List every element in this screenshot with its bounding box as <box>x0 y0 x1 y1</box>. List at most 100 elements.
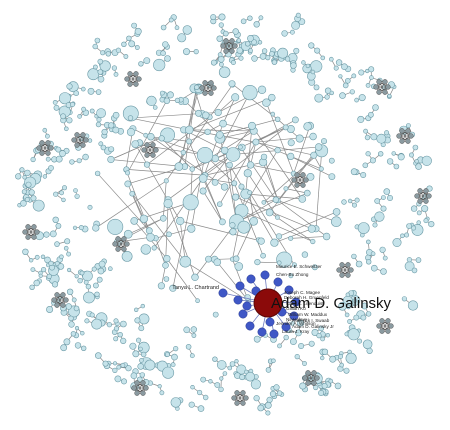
coauthor-node[interactable] <box>242 301 252 311</box>
author-node[interactable] <box>297 319 304 327</box>
author-node[interactable] <box>223 30 229 37</box>
author-node[interactable] <box>214 382 221 388</box>
author-node[interactable] <box>291 116 299 124</box>
author-node[interactable] <box>378 151 384 157</box>
author-node[interactable] <box>288 273 294 279</box>
author-node[interactable] <box>113 326 120 332</box>
author-node[interactable] <box>324 94 330 100</box>
author-node[interactable] <box>275 215 280 220</box>
author-node[interactable] <box>342 82 349 89</box>
author-node[interactable] <box>97 69 104 75</box>
author-node[interactable] <box>98 141 104 147</box>
author-node[interactable] <box>260 153 268 161</box>
author-node[interactable] <box>159 90 165 96</box>
author-node[interactable] <box>253 335 261 343</box>
author-node[interactable] <box>428 221 435 228</box>
author-node[interactable] <box>77 114 82 119</box>
author-node[interactable] <box>107 155 115 164</box>
author-node[interactable] <box>108 146 115 153</box>
author-node[interactable] <box>199 187 207 195</box>
author-node[interactable] <box>130 217 138 225</box>
author-node[interactable] <box>265 367 272 373</box>
author-node[interactable] <box>372 104 379 111</box>
dense-cluster[interactable] <box>302 370 320 386</box>
author-node[interactable] <box>341 199 347 205</box>
author-node[interactable] <box>417 188 423 194</box>
author-node[interactable] <box>366 347 373 355</box>
author-node[interactable] <box>328 56 334 62</box>
author-node[interactable] <box>28 258 34 263</box>
author-node[interactable] <box>237 144 243 150</box>
author-node[interactable] <box>107 218 124 235</box>
author-node[interactable] <box>374 198 381 204</box>
author-node[interactable] <box>260 252 266 259</box>
author-node[interactable] <box>200 376 207 383</box>
author-node[interactable] <box>294 182 300 188</box>
author-node[interactable] <box>40 254 46 259</box>
author-node[interactable] <box>220 43 226 49</box>
author-node[interactable] <box>208 80 214 86</box>
author-node[interactable] <box>358 94 366 102</box>
author-node[interactable] <box>19 167 25 173</box>
author-node[interactable] <box>134 27 142 35</box>
author-node[interactable] <box>171 353 178 361</box>
coauthor-node[interactable] <box>218 288 228 298</box>
author-node[interactable] <box>80 345 87 351</box>
author-node[interactable] <box>91 318 103 330</box>
author-node[interactable] <box>220 183 229 191</box>
author-node[interactable] <box>174 97 180 103</box>
author-node[interactable] <box>233 255 240 262</box>
author-node[interactable] <box>111 65 117 71</box>
author-node[interactable] <box>258 15 264 21</box>
author-node[interactable] <box>60 302 66 308</box>
author-node[interactable] <box>125 170 131 176</box>
author-node[interactable] <box>137 363 144 370</box>
author-node[interactable] <box>283 186 289 191</box>
author-node[interactable] <box>54 241 60 247</box>
author-node[interactable] <box>188 401 195 408</box>
author-node[interactable] <box>341 63 348 70</box>
author-node[interactable] <box>49 230 57 238</box>
author-node[interactable] <box>236 364 247 375</box>
author-node[interactable] <box>237 220 251 234</box>
author-node[interactable] <box>59 150 66 157</box>
dense-cluster[interactable] <box>36 140 54 156</box>
author-node[interactable] <box>106 322 112 328</box>
author-node[interactable] <box>329 90 334 96</box>
author-node[interactable] <box>218 66 231 78</box>
author-node[interactable] <box>411 225 417 231</box>
author-node[interactable] <box>145 227 153 235</box>
author-node[interactable] <box>202 111 210 119</box>
author-node[interactable] <box>305 63 311 69</box>
author-node[interactable] <box>150 152 156 158</box>
author-node[interactable] <box>48 260 54 267</box>
author-node[interactable] <box>25 181 32 188</box>
author-node[interactable] <box>236 38 242 43</box>
author-node[interactable] <box>313 84 320 91</box>
author-node[interactable] <box>405 138 411 144</box>
dense-cluster[interactable] <box>220 38 238 54</box>
author-node[interactable] <box>202 90 208 96</box>
author-node[interactable] <box>134 380 140 386</box>
author-node[interactable] <box>196 147 214 164</box>
author-node[interactable] <box>134 45 140 50</box>
author-node[interactable] <box>134 317 141 324</box>
author-node[interactable] <box>55 155 63 163</box>
author-node[interactable] <box>169 284 177 292</box>
author-node[interactable] <box>170 362 176 368</box>
author-node[interactable] <box>166 91 174 99</box>
author-node[interactable] <box>39 150 45 156</box>
author-node[interactable] <box>113 318 119 324</box>
author-node[interactable] <box>93 282 99 289</box>
author-node[interactable] <box>180 149 186 156</box>
author-node[interactable] <box>316 333 322 339</box>
author-node[interactable] <box>80 142 86 148</box>
author-node[interactable] <box>141 351 147 358</box>
author-node[interactable] <box>24 169 31 177</box>
author-node[interactable] <box>22 175 27 180</box>
author-node[interactable] <box>281 30 288 37</box>
author-node[interactable] <box>305 380 311 386</box>
author-node[interactable] <box>204 128 211 135</box>
author-node[interactable] <box>320 138 327 145</box>
author-node[interactable] <box>303 189 311 197</box>
